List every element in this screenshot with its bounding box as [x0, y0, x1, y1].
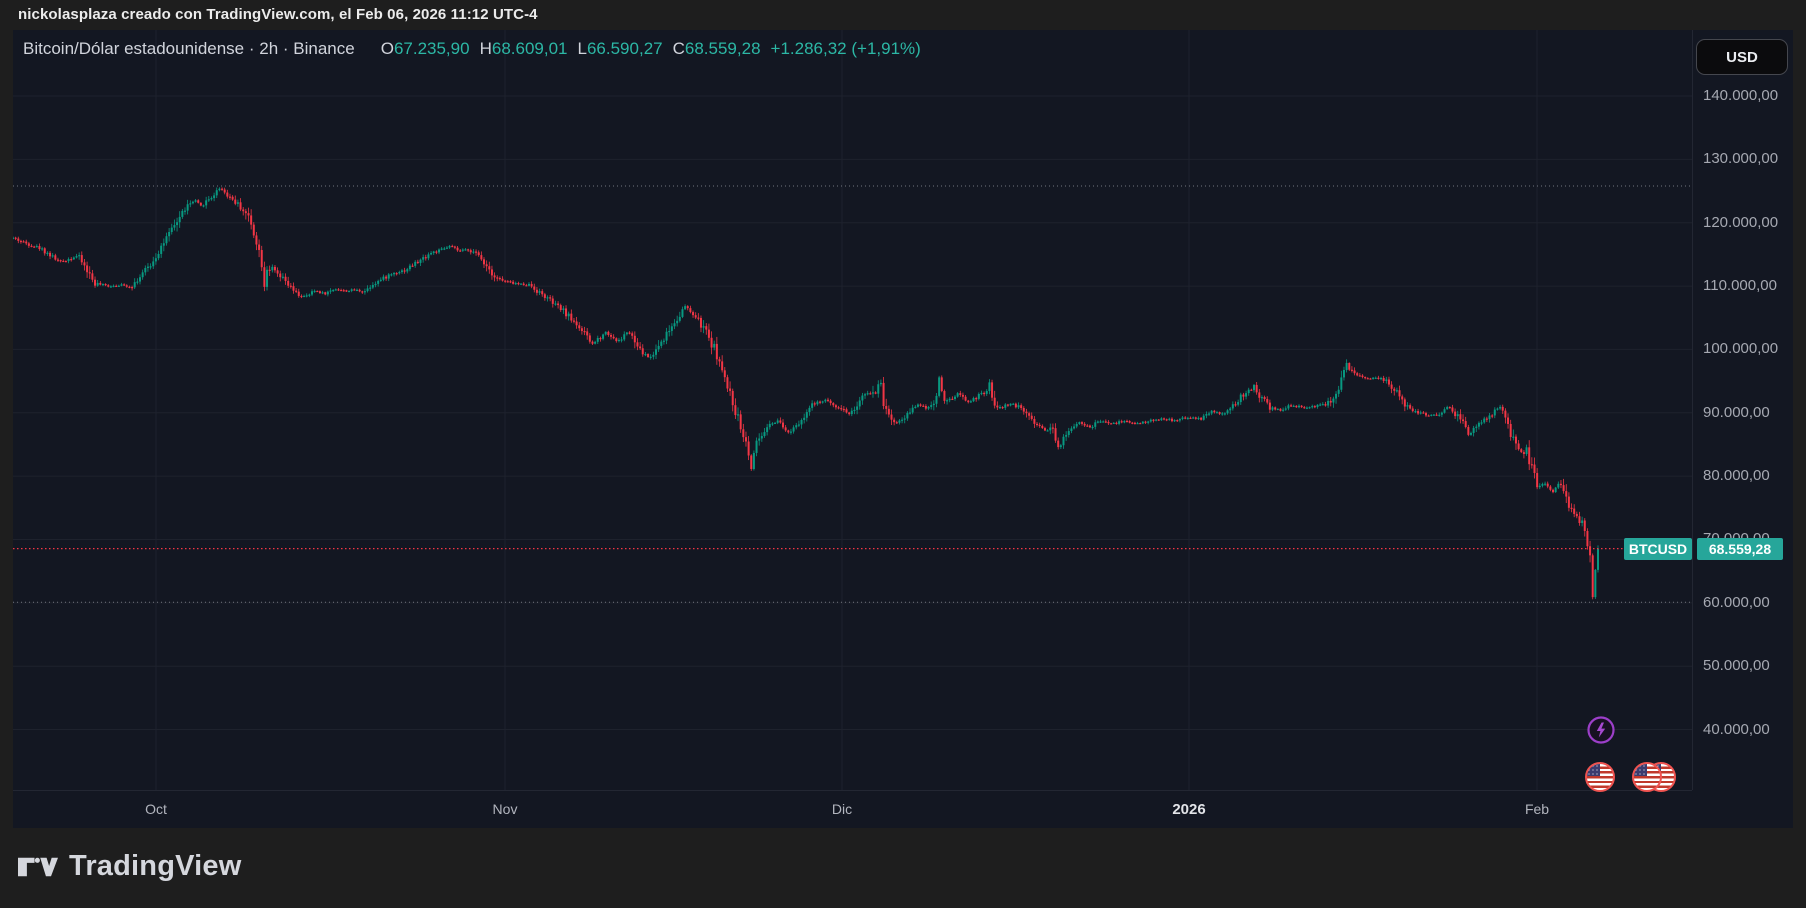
time-axis[interactable]: Oct Nov Dic 2026 Feb — [13, 790, 1692, 829]
tradingview-logo-icon — [18, 857, 58, 876]
attribution-text: nickolasplaza creado con TradingView.com… — [18, 6, 538, 23]
price-tick: 80.000,00 — [1703, 467, 1770, 485]
close-label: C — [672, 39, 685, 58]
price-axis[interactable]: 140.000,00 130.000,00 120.000,00 110.000,00… — [1692, 30, 1794, 790]
price-tick: 50.000,00 — [1703, 657, 1770, 675]
chart-header: Bitcoin/Dólar estadounidense · 2h · Bina… — [23, 39, 921, 63]
open-value: 67.235,90 — [393, 39, 470, 58]
attribution-bar: nickolasplaza creado con TradingView.com… — [0, 0, 1806, 30]
close-value: 68.559,28 — [684, 39, 761, 58]
price-tick: 110.000,00 — [1703, 277, 1777, 295]
price-change: +1.286,32 (+1,91%) — [770, 39, 921, 58]
price-tick: 60.000,00 — [1703, 593, 1770, 611]
price-tick: 90.000,00 — [1703, 403, 1770, 421]
time-tick: Feb — [1524, 801, 1550, 817]
tradingview-wordmark: TradingView — [69, 850, 242, 882]
price-tick: 140.000,00 — [1703, 87, 1779, 104]
us-flag-event-icon[interactable] — [1585, 762, 1615, 792]
us-flag-event-pair-icon[interactable] — [1632, 762, 1676, 792]
time-tick: Oct — [145, 801, 167, 817]
low-value: 66.590,27 — [586, 39, 663, 58]
high-value: 68.609,01 — [491, 39, 568, 58]
price-tick: 130.000,00 — [1703, 150, 1779, 168]
chart-widget: Bitcoin/Dólar estadounidense · 2h · Bina… — [13, 30, 1793, 828]
time-tick: 2026 — [1172, 801, 1206, 818]
symbol-price-label: BTCUSD — [1624, 537, 1692, 560]
currency-toggle-button[interactable]: USD — [1696, 39, 1788, 75]
price-tick: 120.000,00 — [1703, 213, 1779, 231]
price-tick: 40.000,00 — [1703, 720, 1770, 738]
candlestick-chart[interactable] — [13, 30, 1692, 790]
low-label: L — [577, 39, 587, 58]
symbol-title[interactable]: Bitcoin/Dólar estadounidense · 2h · Bina… — [23, 39, 355, 58]
open-label: O — [380, 39, 394, 58]
time-tick: Dic — [831, 801, 853, 817]
tradingview-logo[interactable]: TradingView — [18, 850, 242, 883]
last-price-label: 68.559,28 — [1697, 537, 1783, 560]
price-tick: 100.000,00 — [1703, 340, 1779, 358]
high-label: H — [479, 39, 492, 58]
lightning-event-icon[interactable] — [1587, 716, 1615, 749]
footer: TradingView — [0, 828, 1806, 908]
time-tick: Nov — [492, 801, 518, 817]
